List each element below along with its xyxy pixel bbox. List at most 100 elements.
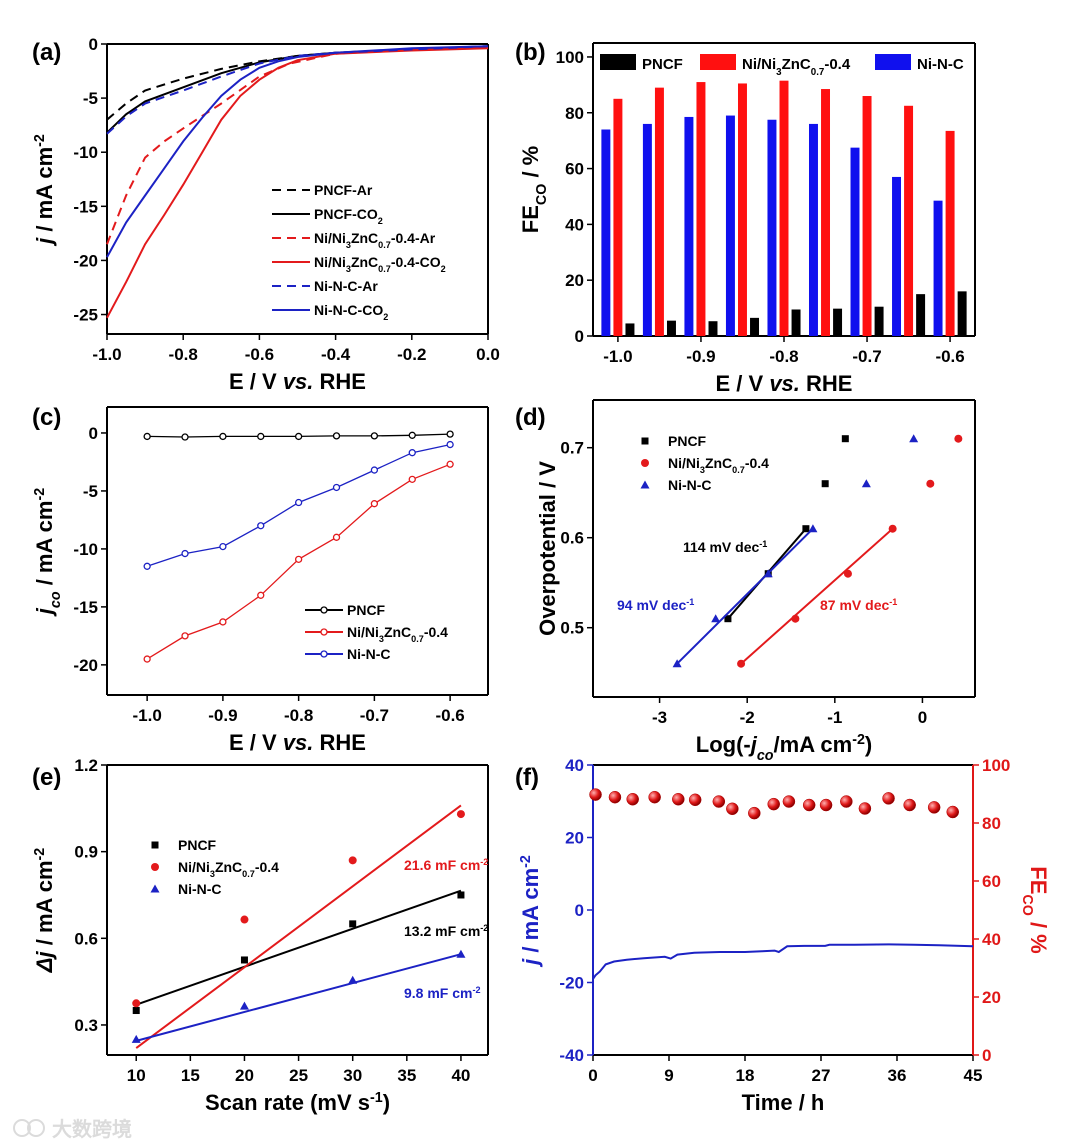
data-point [819, 798, 833, 812]
legend-label: PNCF-Ar [314, 182, 373, 198]
data-point [808, 524, 818, 533]
data-point [858, 802, 872, 815]
series-line [106, 45, 489, 121]
bar [601, 129, 611, 336]
x-tick-label: -0.8 [169, 345, 198, 364]
y-tick-label: 0 [575, 327, 584, 346]
y-tick-label: -25 [73, 306, 98, 325]
bar [767, 119, 777, 336]
y-tick-label: 40 [565, 215, 584, 234]
panel-b: -1.0 -0.9 -0.8 -0.7 -0.6 0 20 40 60 80 100 E / V vs… [515, 39, 976, 396]
data-point [446, 460, 454, 468]
data-point [408, 431, 416, 439]
data-point [840, 795, 853, 808]
x-axis-title: E / V vs. RHE [716, 371, 853, 396]
x-tick-label: 36 [888, 1066, 907, 1085]
y-axis-title: j / mA cm-2 [518, 855, 543, 968]
x-tick-label: -1.0 [92, 345, 121, 364]
slope-annotation: 9.8 mF cm-2 [404, 985, 481, 1001]
bar [892, 176, 902, 336]
legend-swatch [700, 54, 736, 70]
data-point [821, 480, 829, 488]
data-point [143, 562, 151, 570]
data-point [294, 498, 303, 507]
y2-tick-label: 100 [982, 756, 1010, 775]
legend-swatch [600, 54, 636, 70]
panel-label: (a) [32, 39, 61, 66]
fit-line [740, 527, 894, 665]
data-point [239, 1001, 249, 1010]
data-point [370, 466, 379, 474]
x-tick-label: 9 [664, 1066, 673, 1085]
bar [642, 123, 652, 336]
data-point [332, 432, 341, 440]
bar [625, 323, 635, 336]
x-tick-label: -0.8 [284, 706, 313, 725]
y2-tick-label: 60 [982, 872, 1001, 891]
x-tick-label: -0.6 [435, 706, 464, 725]
bar [945, 130, 955, 336]
data-point [131, 1034, 141, 1043]
y-tick-label: -20 [73, 251, 98, 270]
y-tick-label: -5 [83, 482, 98, 501]
bar [808, 123, 818, 336]
series-line [106, 46, 489, 245]
legend-marker [320, 628, 328, 636]
legend-marker [640, 480, 650, 489]
data-point [132, 999, 141, 1008]
y-tick-label: 20 [565, 271, 584, 290]
legend-label: PNCF [668, 433, 707, 449]
y-axis-title: Overpotential / V [535, 461, 560, 636]
x-axis-title: Time / h [742, 1090, 825, 1115]
data-point [903, 798, 916, 812]
legend-marker [151, 841, 159, 849]
data-point [370, 500, 379, 508]
x-tick-label: -0.6 [935, 347, 964, 366]
y-tick-label: 100 [556, 48, 584, 67]
x-tick-label: -0.8 [769, 347, 798, 366]
legend-swatch [875, 54, 911, 70]
data-point [240, 915, 249, 924]
data-point [132, 1007, 140, 1015]
y-tick-label: 80 [565, 104, 584, 123]
x-tick-label: -1.0 [603, 347, 632, 366]
data-point [589, 788, 602, 801]
y-tick-label: 0.5 [560, 619, 584, 638]
data-point [219, 432, 227, 441]
bar [791, 309, 801, 336]
data-point [294, 432, 303, 441]
y-tick-label: -20 [73, 656, 98, 675]
fit-line [135, 889, 462, 1006]
y-tick-label: -5 [83, 89, 98, 108]
legend-label: Ni-N-C [668, 477, 712, 493]
y-tick-label: -15 [73, 598, 98, 617]
panel-a: -1.0 -0.8 -0.6 -0.4 -0.2 0.0 0 -5 -10 -15 -20 -25 E … [32, 35, 500, 394]
y2-tick-label: 80 [982, 814, 1001, 833]
data-point [240, 956, 248, 964]
legend-marker [151, 863, 159, 871]
y-tick-label: 0.6 [560, 529, 584, 548]
data-point [257, 591, 265, 599]
bar [725, 115, 735, 336]
data-point [408, 475, 416, 483]
watermark-text: 大数跨境 [52, 1117, 132, 1141]
data-point [332, 483, 341, 492]
x-tick-label: -1.0 [132, 706, 161, 725]
y-tick-label: 60 [565, 160, 584, 179]
series-line [592, 943, 974, 980]
x-tick-label: 27 [812, 1066, 831, 1085]
y-axis-title: FECO / % [518, 146, 550, 233]
y-tick-label: 0.6 [74, 929, 98, 948]
bar [874, 306, 884, 336]
data-point [648, 790, 661, 804]
legend-marker [320, 606, 328, 614]
panel-f: 0 9 18 27 36 45 -40 -20 0 20 40 0 20 40 60 80 100 Time / … [515, 756, 1051, 1115]
data-point [737, 659, 746, 668]
bar [613, 98, 623, 336]
data-point [946, 805, 959, 819]
panel-label: (e) [32, 764, 61, 791]
data-point [332, 533, 341, 541]
y-tick-label: 0.3 [74, 1016, 98, 1035]
data-point [143, 432, 151, 441]
bar [916, 294, 926, 336]
